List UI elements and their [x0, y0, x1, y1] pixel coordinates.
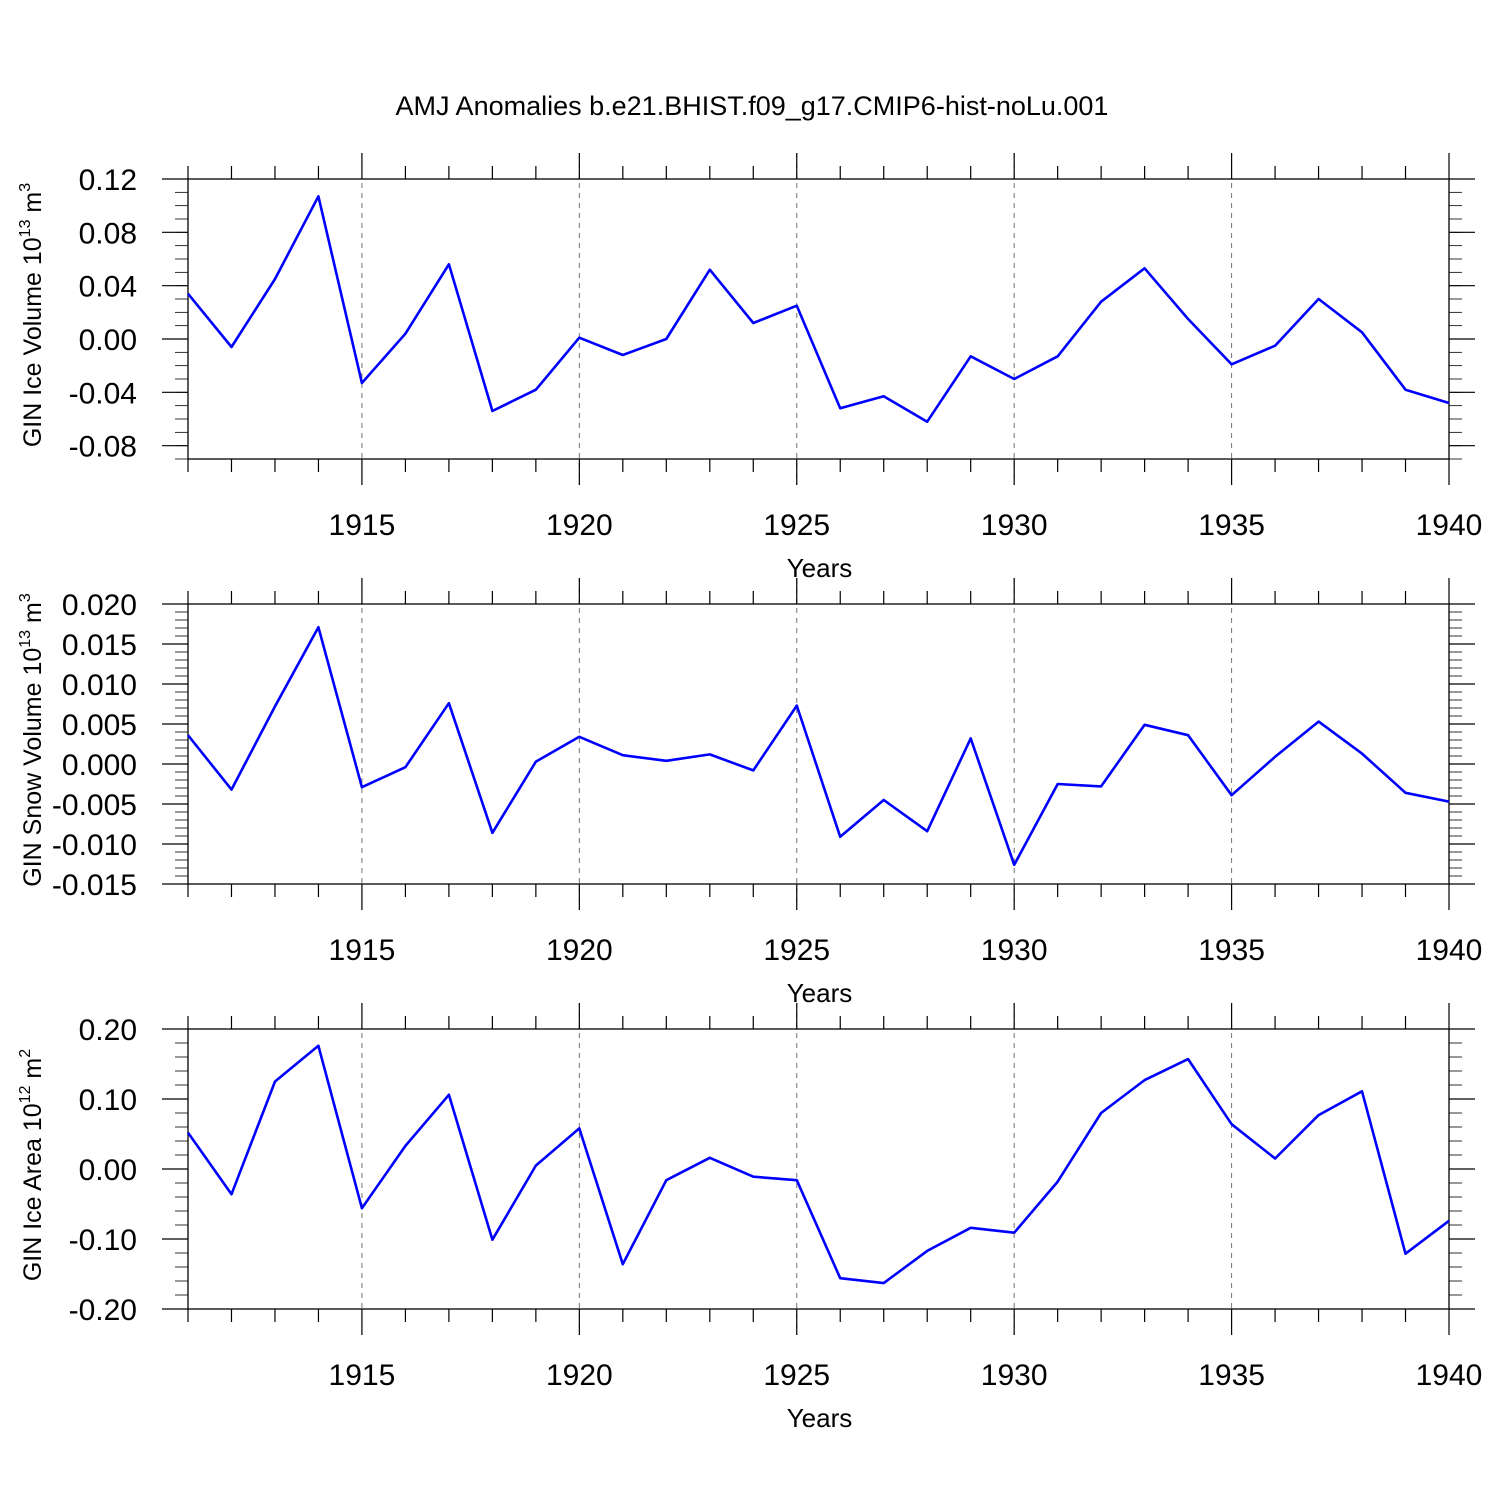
x-tick-label: 1935: [1198, 1359, 1265, 1392]
x-tick-label: 1940: [1416, 934, 1483, 967]
series-line: [186, 195, 1450, 424]
y-tick-label: -0.10: [69, 1224, 137, 1257]
x-axis-label: Years: [787, 978, 853, 1008]
series-line: [186, 625, 1450, 867]
panel-1: 1915 1920 1925 1930 1935 1940 Years 0.12 0.08 0.0…: [17, 153, 1482, 583]
y-tick-label: 0.20: [79, 1014, 137, 1047]
chart-title: AMJ Anomalies b.e21.BHIST.f09_g17.CMIP6-…: [396, 91, 1109, 121]
x-axis-label: Years: [787, 1403, 853, 1433]
y-tick-label: -0.015: [52, 869, 137, 902]
y-axis-label: GIN Snow Volume 1013 m3: [17, 593, 47, 887]
y-tick-label: -0.08: [69, 431, 137, 464]
x-axis-label: Years: [787, 553, 853, 583]
x-tick-label: 1940: [1416, 1359, 1483, 1392]
panel-3: 1915 1920 1925 1930 1935 1940 Years 0.20 0.10 0.0…: [17, 1003, 1482, 1433]
x-tick-label: 1925: [763, 934, 830, 967]
y-axis-label: GIN Ice Volume 1013 m3: [17, 183, 47, 447]
x-tick-label: 1935: [1198, 934, 1265, 967]
x-tick-label: 1925: [763, 1359, 830, 1392]
y-tick-label: 0.005: [62, 709, 137, 742]
plot-frame: [187, 178, 1450, 460]
x-tick-label: 1920: [546, 934, 613, 967]
x-tick-label: 1920: [546, 509, 613, 542]
y-tick-label: -0.005: [52, 789, 137, 822]
y-tick-label: 0.000: [62, 749, 137, 782]
x-tick-label: 1915: [329, 1359, 396, 1392]
x-tick-label: 1915: [329, 934, 396, 967]
series-line: [186, 1044, 1450, 1285]
x-tick-label: 1925: [763, 509, 830, 542]
x-tick-label: 1930: [981, 1359, 1048, 1392]
x-tick-label: 1935: [1198, 509, 1265, 542]
y-tick-label: 0.08: [79, 217, 137, 250]
y-tick-label: -0.20: [69, 1294, 137, 1327]
y-tick-label: 0.010: [62, 669, 137, 702]
x-tick-label: 1920: [546, 1359, 613, 1392]
y-tick-label: 0.04: [79, 271, 137, 304]
y-tick-label: 0.015: [62, 629, 137, 662]
y-tick-label: 0.12: [79, 164, 137, 197]
y-tick-label: 0.10: [79, 1084, 137, 1117]
y-tick-label: 0.020: [62, 589, 137, 622]
x-tick-label: 1915: [329, 509, 396, 542]
plot-frame: [187, 1028, 1450, 1310]
x-tick-label: 1940: [1416, 509, 1483, 542]
y-tick-label: -0.04: [69, 377, 137, 410]
x-tick-label: 1930: [981, 509, 1048, 542]
y-tick-label: 0.00: [79, 324, 137, 357]
y-tick-label: -0.010: [52, 829, 137, 862]
panel-2: 1915 1920 1925 1930 1935 1940 Years 0.020 0.015 0…: [17, 578, 1482, 1008]
y-tick-label: 0.00: [79, 1154, 137, 1187]
plot-frame: [187, 603, 1450, 885]
x-tick-label: 1930: [981, 934, 1048, 967]
y-axis-label: GIN Ice Area 1012 m2: [17, 1049, 47, 1281]
